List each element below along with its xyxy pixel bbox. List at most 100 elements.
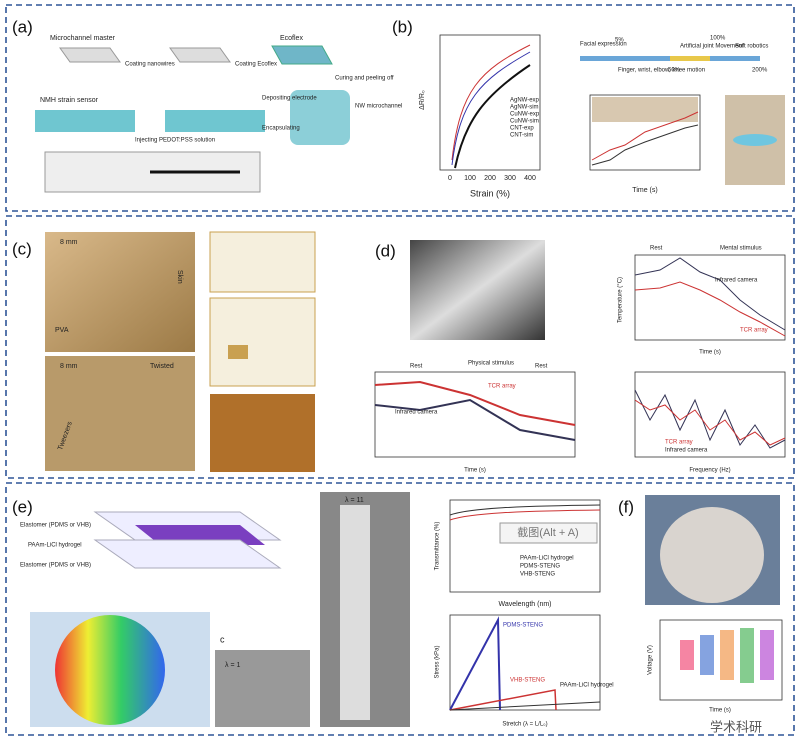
signal (680, 640, 694, 670)
caption: 8 mm (60, 363, 78, 370)
tick-label: 300 (504, 175, 516, 182)
photo (209, 231, 316, 293)
caption: Rest (650, 246, 663, 252)
row-frame (5, 215, 795, 479)
curve (454, 64, 531, 169)
caption: Depositing electrode (262, 96, 317, 102)
legend: VHB-STENG (520, 572, 555, 578)
sensor (733, 134, 777, 146)
caption: Skin (176, 270, 183, 284)
caption: Twisted (150, 363, 174, 370)
curve (374, 380, 576, 426)
color-wheel (55, 615, 165, 725)
screenshot-tooltip (499, 522, 598, 544)
tick-label: 200 (484, 175, 496, 182)
panel-e: (e) Elastomer (PDMS or VHB) PAAm-LiCl hy… (12, 492, 614, 728)
caption: PDMS-STENG (503, 623, 543, 629)
plate (271, 45, 333, 65)
timeline-text: 50% (668, 68, 681, 74)
photo (209, 297, 316, 387)
tick-label: 0 (448, 175, 452, 182)
caption: Physical stimulus (468, 361, 514, 367)
curve (591, 111, 699, 161)
curve (634, 257, 786, 331)
legend: CNT-sim (510, 133, 533, 139)
curve (634, 281, 786, 337)
caption: Curing and peeling off (335, 76, 394, 82)
curve (449, 504, 601, 516)
caption: Rest (535, 364, 548, 370)
caption: PAAm-LiCl hydrogel (28, 543, 82, 549)
pad (228, 345, 248, 359)
curve (374, 398, 576, 441)
plot-frame (634, 371, 786, 458)
axis-label: Time (s) (699, 350, 721, 356)
caption: Coating Ecoflex (235, 62, 277, 68)
caption: PAAm-LiCl hydrogel (560, 683, 614, 689)
caption: Microchannel master (50, 35, 116, 42)
axis-label: Stretch (λ = L/L₀) (502, 722, 547, 728)
legend: TCR array (665, 440, 693, 446)
caption: Encapsulating (262, 126, 300, 132)
axis-label: Time (s) (632, 187, 657, 194)
photo (45, 232, 195, 352)
panel-label: (c) (12, 239, 32, 258)
layer (93, 539, 282, 569)
caption: NMH strain sensor (40, 97, 99, 104)
tooltip-text: 截图(Alt + A) (517, 525, 578, 539)
curve (449, 701, 601, 711)
timeline-text: Artificial joint Movement (680, 44, 744, 50)
panel-c: (c) 8 mm Skin PVA 8 mm Twisted Tweezers (12, 231, 316, 472)
panel-label: (a) (12, 17, 33, 36)
caption: PVA (55, 327, 69, 334)
plot-frame (449, 614, 601, 711)
caption: Rest (410, 364, 423, 370)
sensor (165, 110, 265, 132)
timeline (670, 56, 710, 61)
axis-label: Transmittance (%) (435, 522, 441, 571)
caption: Mental stimulus (720, 246, 762, 252)
plot-frame (659, 619, 783, 701)
photo (45, 356, 195, 471)
legend: CNT-exp (510, 126, 534, 132)
legend: AgNW-sim (510, 105, 539, 111)
caption: TCR array (488, 384, 516, 390)
caption: Injecting PEDOT:PSS solution (135, 138, 215, 144)
plot-frame (589, 94, 701, 171)
tick-label: 400 (524, 175, 536, 182)
caption: Infrared camera (715, 278, 758, 284)
row-frame (5, 482, 795, 736)
curve (451, 44, 531, 161)
watermark: 学术科研 (710, 719, 762, 734)
plot-frame (634, 254, 786, 341)
caption: λ = 11 (345, 497, 364, 504)
curve (451, 51, 531, 166)
caption: λ = 1 (225, 662, 240, 669)
caption: Ecoflex (280, 35, 303, 42)
panel-d: (d) Rest Mental stimulus Infrared camera… (374, 240, 786, 474)
frames (5, 4, 795, 736)
signal (760, 630, 774, 680)
photo (215, 650, 310, 727)
legend: CuNW-exp (510, 112, 540, 118)
plot-frame (439, 34, 541, 171)
photo (592, 97, 698, 122)
caption: Coating nanowires (125, 62, 175, 68)
caption: Elastomer (PDMS or VHB) (20, 563, 91, 569)
axis-label: Stress (kPa) (435, 645, 441, 678)
tick-label: 100 (464, 175, 476, 182)
axis-label: Strain (%) (470, 188, 510, 198)
panel-label: (e) (12, 497, 33, 516)
curve (449, 689, 557, 711)
axis-label: Wavelength (nm) (498, 601, 551, 608)
axis-label: Frequency (Hz) (689, 468, 730, 474)
timeline-text: Finger, wrist, elbow, knee motion (618, 68, 705, 74)
axis-label: Time (s) (709, 708, 731, 714)
plot-frame (374, 371, 576, 458)
panel-label: (f) (618, 497, 634, 516)
curve (449, 616, 501, 711)
caption: Elastomer (PDMS or VHB) (20, 523, 91, 529)
caption: VHB-STENG (510, 678, 545, 684)
timeline-text: 100% (710, 36, 726, 42)
